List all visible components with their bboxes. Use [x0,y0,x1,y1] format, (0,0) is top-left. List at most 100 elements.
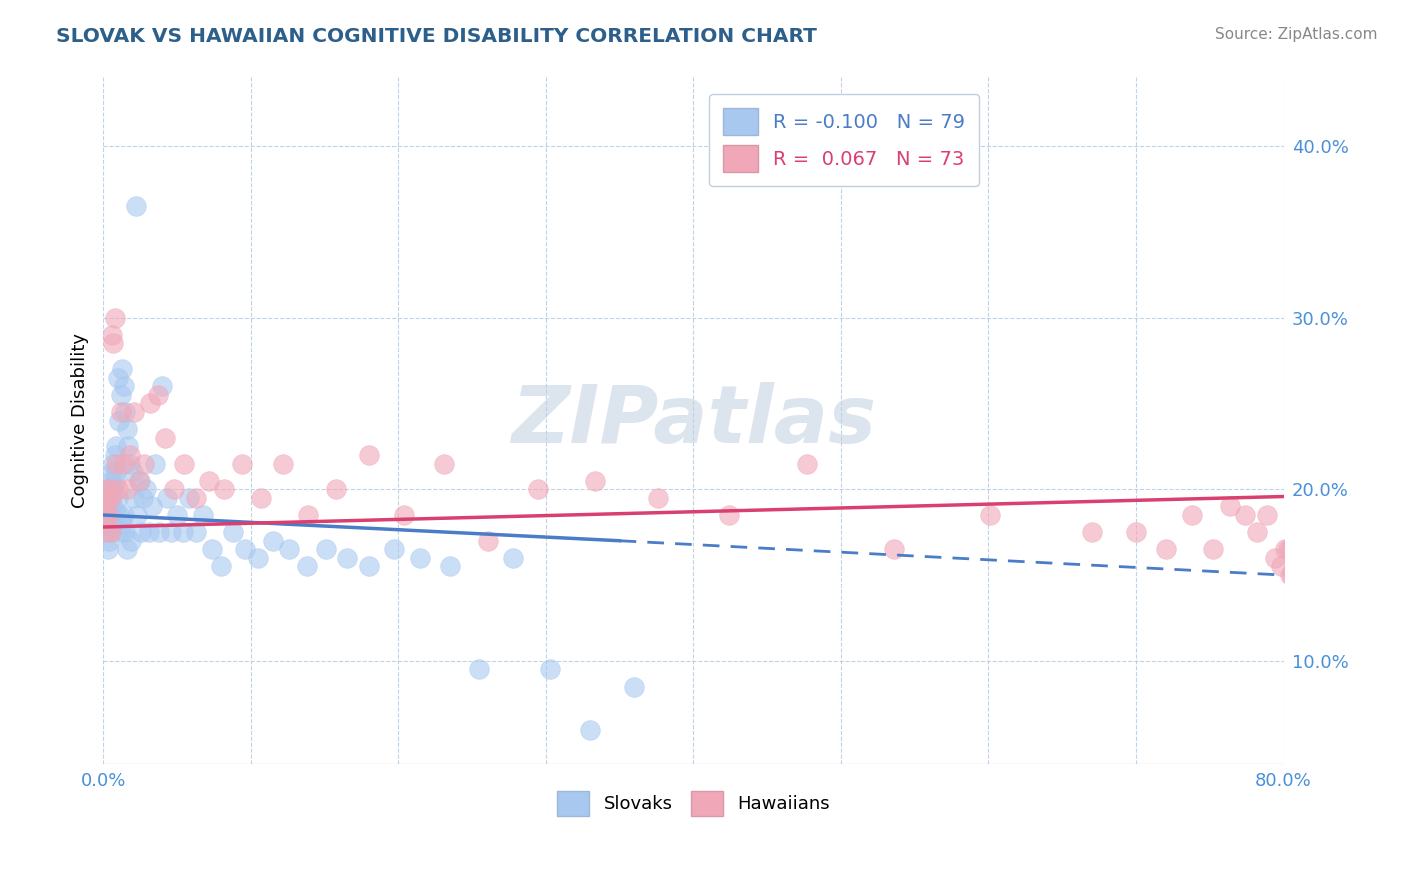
Point [184,491,207,505]
Point [883,542,905,557]
Point [115,422,138,436]
Point [209,559,232,574]
Point [1284,559,1306,574]
Point [110,525,132,540]
Point [98,533,121,548]
Point [114,525,136,540]
Point [1202,542,1225,557]
Point [796,457,818,471]
Point [134,457,156,471]
Point [231,457,253,471]
Point [100,525,122,540]
Point [184,525,207,540]
Point [1284,525,1306,540]
Point [1279,542,1302,557]
Point [138,525,160,540]
Point [1285,550,1308,565]
Point [583,474,606,488]
Point [107,491,129,505]
Point [250,491,273,505]
Point [141,500,163,514]
Point [193,508,215,522]
Point [717,508,740,522]
Point [1284,525,1306,540]
Point [160,525,183,540]
Point [1282,559,1305,574]
Point [118,448,141,462]
Point [468,663,491,677]
Point [110,388,132,402]
Point [382,542,405,557]
Point [1285,542,1308,557]
Point [295,559,318,574]
Point [146,388,169,402]
Point [115,542,138,557]
Point [139,396,162,410]
Point [1285,559,1308,574]
Point [121,465,143,479]
Point [107,483,129,497]
Point [101,491,124,505]
Point [150,379,173,393]
Point [579,723,602,737]
Point [1181,508,1204,522]
Point [110,405,132,419]
Point [103,483,125,497]
Point [108,508,131,522]
Point [262,533,284,548]
Point [166,508,188,522]
Point [103,511,125,525]
Point [1277,542,1299,557]
Point [105,457,128,471]
Point [114,405,136,419]
Point [128,474,150,488]
Point [135,483,157,497]
Point [647,491,669,505]
Point [100,525,122,540]
Point [129,474,152,488]
Point [104,448,127,462]
Point [502,550,524,565]
Point [93,500,115,514]
Point [439,559,461,574]
Point [101,465,124,479]
Point [124,199,146,213]
Point [125,508,148,522]
Point [222,525,245,540]
Point [103,336,125,351]
Point [538,663,561,677]
Point [1270,559,1292,574]
Point [104,503,127,517]
Point [112,508,135,522]
Point [623,680,645,694]
Y-axis label: Cognitive Disability: Cognitive Disability [72,333,89,508]
Point [527,483,550,497]
Point [132,491,155,505]
Point [1264,550,1286,565]
Point [336,550,359,565]
Point [96,516,118,531]
Point [108,414,131,428]
Text: ZIPatlas: ZIPatlas [510,382,876,459]
Point [233,542,256,557]
Point [103,457,125,471]
Point [1154,542,1177,557]
Point [212,483,235,497]
Point [100,500,122,514]
Point [94,483,117,497]
Point [1274,542,1296,557]
Point [98,508,121,522]
Point [122,405,145,419]
Point [477,533,499,548]
Point [93,500,115,514]
Point [148,525,170,540]
Point [96,542,118,557]
Point [100,474,122,488]
Point [112,457,135,471]
Point [104,474,127,488]
Point [101,520,124,534]
Point [392,508,415,522]
Point [1284,542,1306,557]
Point [153,431,176,445]
Point [117,439,139,453]
